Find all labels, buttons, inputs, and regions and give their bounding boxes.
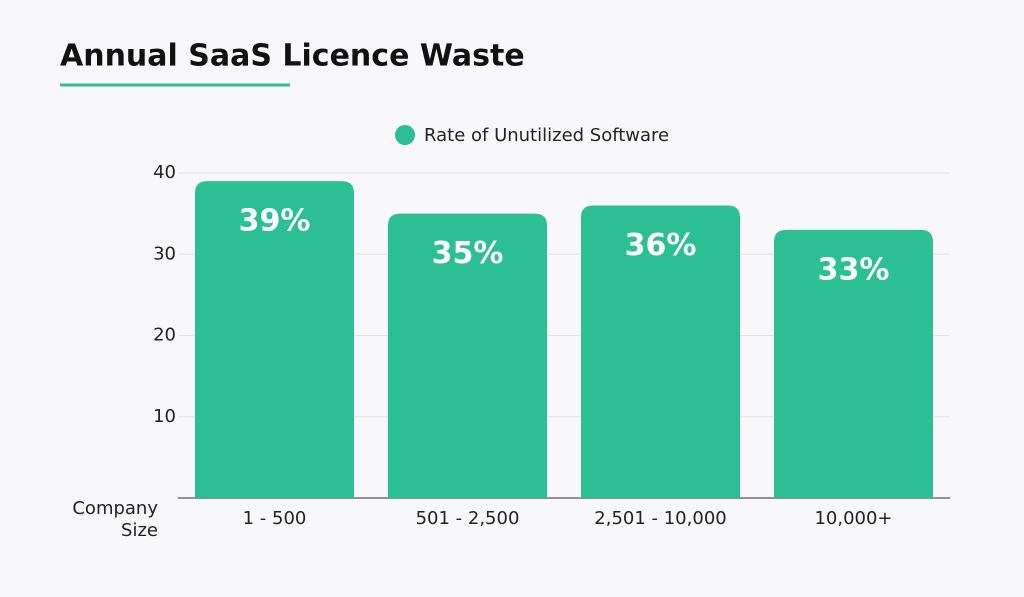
value-label: 36% xyxy=(625,228,697,263)
y-tick-label: 20 xyxy=(153,325,176,346)
x-tick-label: 1 - 500 xyxy=(243,508,307,529)
y-tick-label: 40 xyxy=(153,162,176,183)
value-label: 33% xyxy=(818,252,890,287)
chart-title: Annual SaaS Licence Waste xyxy=(60,39,525,74)
bar xyxy=(195,181,354,498)
x-tick-label: 10,000+ xyxy=(814,508,892,529)
x-tick-label: 2,501 - 10,000 xyxy=(594,508,726,529)
value-label: 35% xyxy=(432,236,504,271)
x-axis-label: Company Size xyxy=(72,498,158,541)
bar xyxy=(774,229,933,498)
legend-label: Rate of Unutilized Software xyxy=(424,125,669,146)
legend-swatch xyxy=(395,125,415,145)
y-tick-label: 10 xyxy=(153,406,176,427)
x-tick-label: 501 - 2,500 xyxy=(416,508,520,529)
value-label: 39% xyxy=(239,204,311,239)
y-tick-label: 30 xyxy=(153,243,176,264)
bar xyxy=(388,213,547,498)
bar xyxy=(581,205,740,498)
